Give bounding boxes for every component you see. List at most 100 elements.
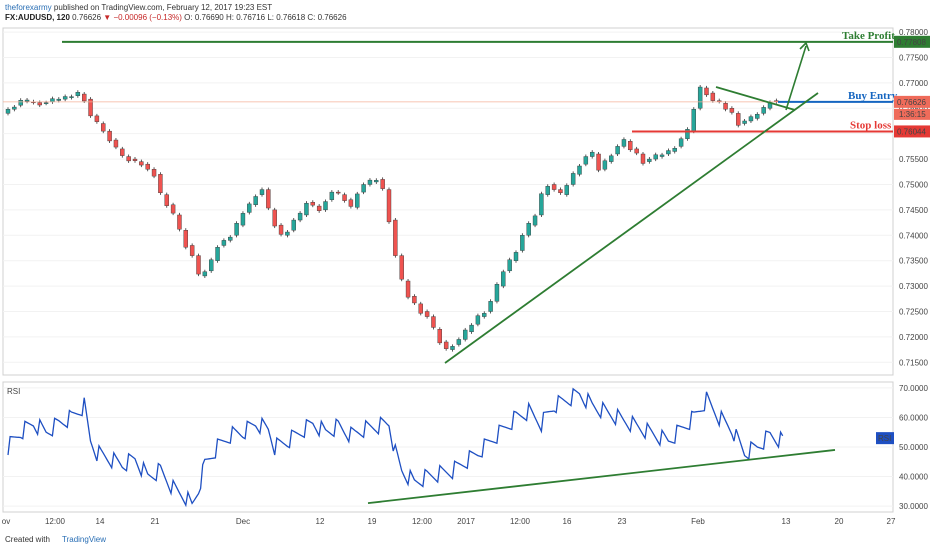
change-value: ▼ −0.00096 (−0.13%) [103,13,182,22]
buy-entry-value: 0.76626 [897,98,926,107]
buy-entry-label: Buy Entry [848,90,898,102]
candle-body [418,303,423,314]
candle-body [647,158,652,162]
candle-body [685,129,690,139]
publish-info: published on TradingView.com, February 1… [53,3,273,12]
rsi-axis-tick: 60.0000 [899,413,928,422]
candle-body [151,169,157,177]
candle-body [437,329,442,344]
candle-body [494,284,500,302]
candle-body [355,193,360,208]
price-value: 0.76626 [72,13,102,22]
take-profit-badge [894,35,930,48]
candle-body [120,148,125,156]
price-axis-tick: 0.77500 [899,53,928,62]
candle-body [424,311,430,317]
candle-body [107,130,112,142]
candle-body [69,96,74,98]
candle-body [266,189,271,209]
time-axis-tick: ov [2,517,10,526]
price-axis-tick: 0.76500 [899,104,928,113]
time-axis-tick: 2017 [457,517,475,526]
price-axis-tick: 0.75000 [899,180,928,189]
publish-line: theforexarmy published on TradingView.co… [5,3,272,12]
candle-body [189,245,195,256]
time-axis-tick: 12:00 [412,517,433,526]
candle-body [285,231,290,236]
candle-body [450,346,455,350]
candle-body [482,313,487,317]
author-link[interactable]: theforexarmy [5,3,52,12]
chart-footer: Created with TradingView [0,528,932,550]
candle-body [259,189,265,195]
time-axis-tick: 12 [316,517,325,526]
candle-body [590,151,595,157]
candle-body [196,255,201,275]
candle-body [323,201,328,211]
candle-body [602,160,608,170]
candle-body [113,139,119,148]
candle-body [736,113,741,126]
candle-body [596,153,601,171]
candle-body [316,205,322,211]
candle-body [374,180,379,183]
candle-body [539,193,544,216]
candle-body [761,107,766,114]
candle-body [62,96,68,100]
candle-body [577,165,582,175]
take-profit-value: 0.77808 [897,38,926,47]
candle-body [183,230,189,248]
time-axis-tick: 23 [618,517,627,526]
time-axis-tick: 19 [368,517,377,526]
time-axis-tick: 13 [782,517,791,526]
candle-body [748,116,754,122]
candle-body [431,316,436,328]
candle-body [348,199,354,207]
candle-body [361,184,366,193]
tradingview-logo-text[interactable]: TradingView [62,535,107,544]
candle-body [310,202,315,206]
price-axis-tick: 0.74000 [899,231,928,240]
stop-loss-label: Stop loss [850,119,892,131]
candle-body [634,148,639,154]
candle-body [386,189,392,223]
candle-body [380,179,385,189]
ascending-trendline [444,92,819,364]
candle-body [469,324,474,333]
rsi-trendline [367,449,836,505]
candle-body [583,156,589,165]
candle-body [678,138,684,147]
candle-body [526,223,531,236]
candle-body [291,219,296,231]
candle-body [393,219,398,256]
candle-body [399,255,404,280]
stop-loss-badge [894,125,930,138]
candle-body [443,341,449,349]
candle-body [247,203,252,213]
candle-body [139,161,144,166]
rsi-axis-tick: 70.0000 [899,384,928,393]
time-axis-tick: 12:00 [510,517,531,526]
price-axis-tick: 0.74500 [899,206,928,215]
symbol-line: FX:AUDUSD, 120 0.76626 ▼ −0.00096 (−0.13… [5,13,347,22]
time-axis-tick: 21 [151,517,160,526]
candle-body [704,87,709,96]
price-panel [2,27,894,376]
rsi-badge-label: RSI [878,434,891,443]
price-axis-tick: 0.78000 [899,28,928,37]
candle-body [615,146,620,155]
candle-body [570,173,576,185]
take-profit-label: Take Profit [842,30,895,42]
candle-body [208,259,214,272]
created-with-label: Created with [5,535,50,544]
time-axis-tick: Dec [236,517,250,526]
rsi-line [7,387,784,508]
candle-body [558,189,563,194]
candle-body [12,106,17,110]
candle-body [50,98,55,103]
candle-body [18,100,23,106]
candle-body [532,215,538,226]
candle-body [628,141,633,151]
candle-body [336,191,341,194]
